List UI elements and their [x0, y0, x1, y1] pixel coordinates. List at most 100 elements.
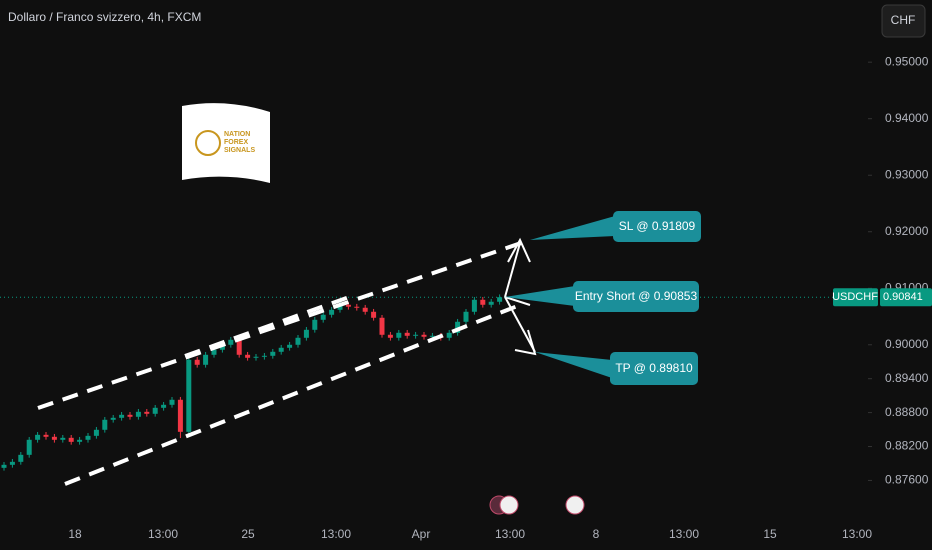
y-tick-label: 0.87600: [885, 473, 929, 487]
y-tick-label: 0.92000: [885, 224, 929, 238]
candle-body: [396, 332, 402, 338]
x-tick-label: 13:00: [148, 527, 178, 541]
candle-body: [228, 339, 234, 345]
x-tick-label: 15: [763, 527, 777, 541]
candle-body: [320, 314, 326, 320]
candle-body: [413, 334, 419, 336]
candle-body: [169, 399, 175, 405]
candle-body: [60, 437, 66, 440]
candle-body: [253, 356, 259, 358]
channel-lower: [64, 303, 521, 486]
candle-body: [480, 299, 486, 305]
arrow: [504, 296, 531, 306]
candle-body: [270, 351, 276, 356]
candle-body: [404, 332, 410, 336]
candle-body: [429, 335, 435, 337]
y-tick-label: 0.94000: [885, 111, 929, 125]
candle-body: [219, 344, 225, 350]
x-tick-label: 25: [241, 527, 255, 541]
callout-box: [610, 352, 698, 385]
candle-body: [337, 304, 343, 310]
candle-body: [354, 306, 360, 308]
callout-pointer: [505, 286, 575, 306]
price-tag: [880, 288, 932, 307]
candle-body: [329, 309, 335, 315]
channel-upper: [37, 238, 531, 410]
candle-body: [421, 334, 427, 337]
candle-body: [236, 339, 242, 355]
x-tick-label: 13:00: [842, 527, 872, 541]
candle-body: [362, 307, 368, 312]
candle-body: [245, 354, 251, 358]
candle-body: [387, 334, 393, 338]
candle-body: [345, 304, 351, 307]
logo-text: SIGNALS: [224, 147, 255, 154]
candle-body: [18, 454, 24, 462]
channel-mid: [184, 294, 353, 358]
event-icon[interactable]: [499, 495, 519, 515]
symbol-tag: [833, 288, 878, 307]
arrows: [504, 237, 537, 356]
candle-body: [312, 319, 318, 330]
candle-body: [463, 311, 469, 322]
y-tick-label: 0.95000: [885, 54, 929, 68]
y-tick-label: 0.88200: [885, 439, 929, 453]
x-tick-label: 18: [68, 527, 82, 541]
annotation: SL @ 0.91809: [619, 219, 696, 233]
candle-body: [295, 337, 301, 345]
y-tick-label: 0.93000: [885, 167, 929, 181]
symbol-label: USDCHF: [832, 291, 878, 303]
currency-button[interactable]: [881, 4, 926, 38]
currency-label[interactable]: CHF: [891, 13, 916, 27]
candle-body: [379, 317, 385, 335]
arrow: [504, 296, 536, 353]
candle-body: [9, 461, 15, 465]
callout-box: [613, 211, 701, 242]
candle-body: [446, 332, 452, 338]
arrow: [507, 237, 531, 263]
candle-body: [211, 349, 217, 355]
candle-body: [194, 359, 200, 365]
callout-pointer: [535, 352, 612, 378]
candle-body: [35, 434, 41, 440]
candle-body: [261, 355, 267, 357]
candle-body: [371, 311, 377, 318]
event-icon[interactable]: [565, 495, 585, 515]
candle-body: [287, 344, 293, 348]
candle-body: [43, 434, 49, 437]
chart-title: Dollaro / Franco svizzero, 4h, FXCM: [8, 10, 201, 24]
candle-body: [119, 414, 125, 418]
logo-text: FOREX: [224, 139, 248, 146]
x-tick-label: Apr: [412, 527, 431, 541]
annotation: TP @ 0.89810: [615, 361, 693, 375]
x-tick-label: 13:00: [495, 527, 525, 541]
candle-body: [488, 301, 494, 305]
candle-body: [26, 439, 32, 455]
x-tick-label: 13:00: [321, 527, 351, 541]
candle-body: [93, 429, 99, 436]
candle-body: [471, 299, 477, 312]
callout-pointer: [530, 216, 615, 240]
candle-body: [127, 414, 133, 417]
arrow: [504, 242, 521, 298]
candle-body: [102, 419, 108, 430]
x-tick-label: 13:00: [669, 527, 699, 541]
candle-body: [152, 407, 158, 414]
candle-body: [1, 464, 7, 468]
callout-box: [573, 281, 699, 312]
y-tick-label: 0.88800: [885, 405, 929, 419]
logo-flag: [182, 103, 270, 183]
callouts: [505, 211, 701, 385]
candle-body: [85, 435, 91, 440]
candle-body: [186, 359, 192, 432]
candle-body: [278, 347, 284, 352]
annotation: Entry Short @ 0.90853: [575, 289, 698, 303]
candle-body: [77, 439, 83, 442]
logo-text: NATION: [224, 131, 250, 138]
candle-body: [68, 437, 74, 442]
candle-body: [144, 411, 150, 414]
channel: [37, 238, 531, 486]
y-tick-label: 0.90000: [885, 337, 929, 351]
